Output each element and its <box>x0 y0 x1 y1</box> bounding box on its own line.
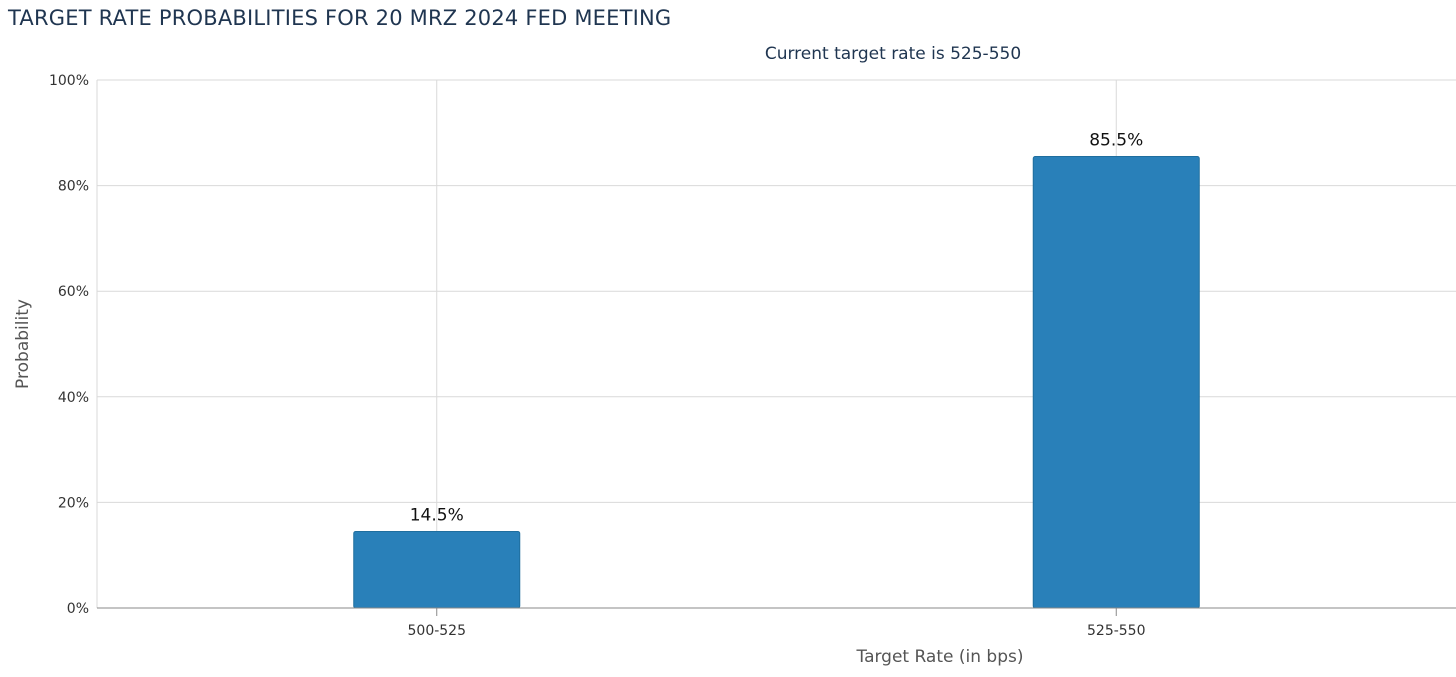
y-axis-ticks: 0% 20% 40% 60% 80% 100% <box>49 73 89 617</box>
x-tick-label: 500-525 <box>408 623 467 639</box>
y-tick-label: 80% <box>58 179 89 195</box>
y-tick-label: 20% <box>58 495 89 511</box>
page-title: TARGET RATE PROBABILITIES FOR 20 MRZ 202… <box>8 6 672 30</box>
bars: 14.5% 85.5% <box>353 131 1200 609</box>
x-tick-label: 525-550 <box>1087 623 1146 639</box>
y-tick-label: 0% <box>67 601 89 617</box>
bar-data-label: 14.5% <box>410 505 464 525</box>
y-tick-label: 100% <box>49 73 89 89</box>
bar-500-525[interactable] <box>353 530 521 609</box>
bar-525-550[interactable] <box>1032 156 1200 609</box>
bar-data-label: 85.5% <box>1089 131 1143 151</box>
chart-subtitle: Current target rate is 525-550 <box>765 44 1021 64</box>
axes <box>96 80 1456 609</box>
x-axis-ticks: 500-525 525-550 <box>408 608 1146 639</box>
y-axis-title: Probability <box>13 299 33 389</box>
y-tick-label: 60% <box>58 284 89 300</box>
grid-layer <box>97 79 1456 608</box>
y-tick-label: 40% <box>58 390 89 406</box>
x-axis-title: Target Rate (in bps) <box>856 647 1024 667</box>
